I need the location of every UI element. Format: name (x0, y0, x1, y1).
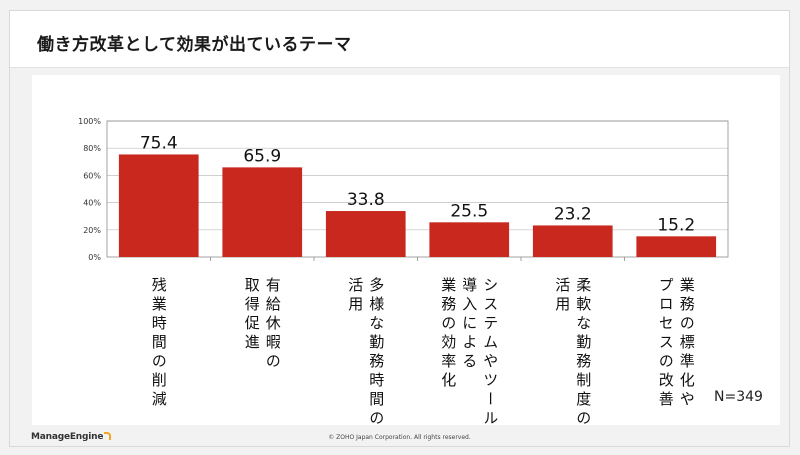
y-axis: 0% 20% 40% 60% 80% 100% (78, 117, 101, 262)
value-labels: 75.4 65.9 33.8 25.5 23.2 15.2 (140, 133, 695, 235)
data-label: 75.4 (140, 133, 178, 153)
category-label: 残業時間の削減 (150, 277, 168, 410)
category-label: 柔軟な勤務制度の (574, 277, 592, 425)
footer: ManageEngine © ZOHO Japan Corporation. A… (10, 432, 789, 448)
page-title: 働き方改革として効果が出ているテーマ (37, 35, 352, 55)
bar (636, 236, 717, 257)
data-label: 33.8 (347, 190, 385, 210)
bar-chart: 0% 20% 40% 60% 80% 100% 75.4 65.9 33.8 25.5 23.2 1… (78, 117, 763, 429)
category-label: システムやツール (481, 277, 499, 425)
slide: 働き方改革として効果が出ているテーマ 0% 20% 40% 60% 80% 100% 75… (9, 10, 790, 447)
y-tick-label: 100% (78, 117, 101, 126)
y-tick-label: 0% (88, 253, 101, 262)
y-tick-label: 80% (83, 144, 101, 153)
data-label: 65.9 (243, 146, 281, 166)
y-tick-label: 60% (83, 171, 101, 180)
category-label: 有給休暇の (264, 277, 282, 372)
category-label: 導入による (460, 277, 478, 372)
brand-name: ManageEngine (31, 432, 104, 442)
category-label: 活用 (553, 277, 571, 315)
bar (222, 167, 303, 257)
category-label: 業務の標準化や (678, 277, 696, 410)
plot-frame (106, 120, 729, 258)
bar (118, 154, 199, 257)
brand-logo: ManageEngine (31, 432, 112, 442)
category-label: 業務の効率化 (439, 277, 457, 391)
category-label: 多様な勤務時間の (367, 277, 385, 425)
category-label: 活用 (346, 277, 364, 315)
category-label: 取得促進 (243, 277, 261, 353)
title-band: 働き方改革として効果が出ているテーマ (10, 11, 789, 68)
bars (118, 154, 717, 257)
bar (429, 222, 510, 257)
data-label: 23.2 (554, 204, 592, 224)
chart-panel: 0% 20% 40% 60% 80% 100% 75.4 65.9 33.8 25.5 23.2 1… (32, 75, 780, 429)
logo-mark-icon (104, 432, 112, 440)
category-label: プロセスの改善 (657, 277, 675, 410)
bar (532, 225, 613, 257)
y-tick-label: 40% (83, 199, 101, 208)
copyright: © ZOHO Japan Corporation. All rights res… (328, 434, 471, 441)
bar (325, 211, 406, 257)
y-tick-label: 20% (83, 226, 101, 235)
data-label: 15.2 (657, 215, 695, 235)
gridlines (106, 120, 729, 261)
sample-size-note: N=349 (714, 389, 763, 405)
data-label: 25.5 (450, 201, 488, 221)
